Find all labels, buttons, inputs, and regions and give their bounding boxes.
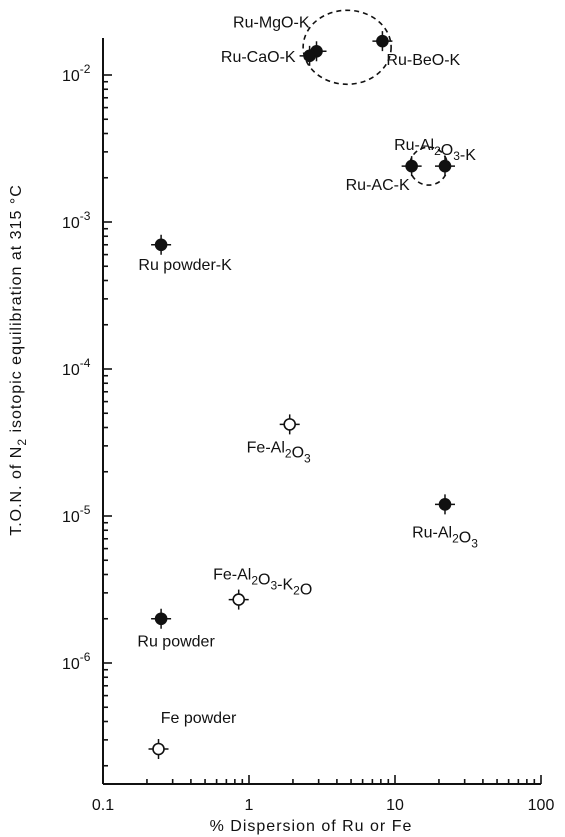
- point-label: Fe powder: [161, 710, 237, 727]
- data-point: [401, 156, 422, 177]
- x-axis-title: % Dispersion of Ru or Fe: [210, 818, 413, 835]
- axes: 0.1 1 10 100 10-6 10-5 10-4 10-3 10-2: [62, 38, 554, 814]
- point-label: Ru powder: [137, 634, 215, 651]
- point-label: Ru powder-K: [138, 257, 232, 274]
- data-point: [372, 31, 393, 52]
- point-label: Ru-CaO-K: [221, 49, 296, 66]
- point-label: Ru-BeO-K: [386, 52, 460, 69]
- data-point: [434, 156, 455, 177]
- data-point: [148, 738, 169, 759]
- y-tick-label: 10-3: [62, 209, 91, 232]
- point-label: Ru-AC-K: [346, 177, 410, 194]
- y-tick-label: 10-2: [62, 62, 91, 85]
- data-point: [279, 414, 300, 435]
- point-labels: Ru-MgO-K Ru-CaO-K Ru-BeO-K Ru-Al2O3-K Ru-AC-…: [137, 14, 478, 727]
- point-label: Ru-Al2O3: [412, 524, 478, 550]
- point-label: Ru-MgO-K: [233, 14, 310, 31]
- y-tick-label: 10-5: [62, 503, 91, 526]
- point-label: Ru-Al2O3-K: [394, 137, 476, 164]
- x-tick-label: 0.1: [92, 797, 114, 814]
- x-tick-label: 10: [386, 797, 404, 814]
- y-axis-title: T.O.N. of N2 isotopic equilibration at 3…: [8, 184, 29, 536]
- data-point: [151, 234, 172, 255]
- data-point: [228, 589, 249, 610]
- data-point: [299, 45, 320, 66]
- y-tick-label: 10-4: [62, 356, 91, 379]
- x-tick-label: 1: [245, 797, 254, 814]
- data-point: [151, 608, 172, 629]
- data-points: [148, 31, 455, 759]
- x-tick-label: 100: [528, 797, 555, 814]
- point-label: Fe-Al2O3-K2O: [213, 567, 312, 599]
- data-point: [434, 494, 455, 515]
- point-label: Fe-Al2O3: [247, 439, 311, 465]
- y-tick-label: 10-6: [62, 650, 91, 673]
- group-outline: [302, 9, 392, 86]
- group-outlines: [302, 9, 449, 186]
